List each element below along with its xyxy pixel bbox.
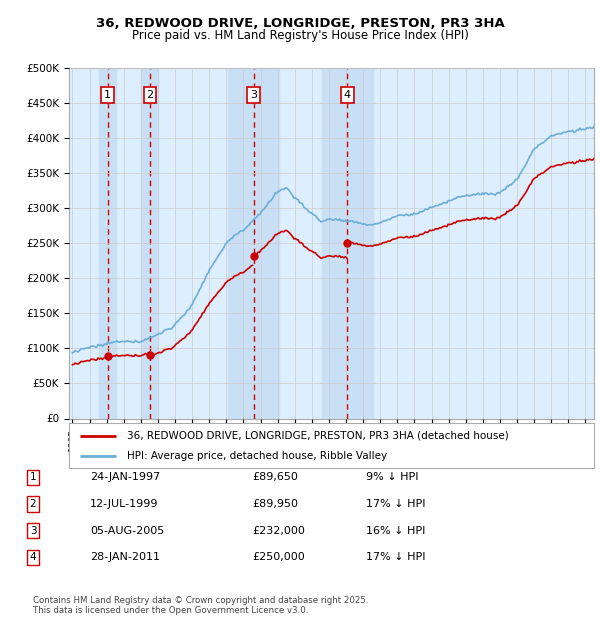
- Text: 4: 4: [29, 552, 37, 562]
- Text: 3: 3: [29, 526, 37, 536]
- Text: 16% ↓ HPI: 16% ↓ HPI: [366, 526, 425, 536]
- Text: Price paid vs. HM Land Registry's House Price Index (HPI): Price paid vs. HM Land Registry's House …: [131, 30, 469, 42]
- Text: 17% ↓ HPI: 17% ↓ HPI: [366, 552, 425, 562]
- Text: 05-AUG-2005: 05-AUG-2005: [90, 526, 164, 536]
- Bar: [99, 68, 116, 418]
- Text: 1: 1: [29, 472, 37, 482]
- Text: 28-JAN-2011: 28-JAN-2011: [90, 552, 160, 562]
- Text: 12-JUL-1999: 12-JUL-1999: [90, 499, 158, 509]
- Text: 9% ↓ HPI: 9% ↓ HPI: [366, 472, 419, 482]
- Text: 4: 4: [344, 90, 351, 100]
- Text: 24-JAN-1997: 24-JAN-1997: [90, 472, 160, 482]
- Bar: [142, 68, 158, 418]
- Text: £89,650: £89,650: [252, 472, 298, 482]
- Text: 36, REDWOOD DRIVE, LONGRIDGE, PRESTON, PR3 3HA: 36, REDWOOD DRIVE, LONGRIDGE, PRESTON, P…: [95, 17, 505, 30]
- Text: £232,000: £232,000: [252, 526, 305, 536]
- Text: 36, REDWOOD DRIVE, LONGRIDGE, PRESTON, PR3 3HA (detached house): 36, REDWOOD DRIVE, LONGRIDGE, PRESTON, P…: [127, 430, 509, 441]
- Text: 2: 2: [146, 90, 154, 100]
- Text: Contains HM Land Registry data © Crown copyright and database right 2025.
This d: Contains HM Land Registry data © Crown c…: [33, 596, 368, 615]
- Text: 17% ↓ HPI: 17% ↓ HPI: [366, 499, 425, 509]
- Text: 2: 2: [29, 499, 37, 509]
- Text: 3: 3: [250, 90, 257, 100]
- Text: £250,000: £250,000: [252, 552, 305, 562]
- Text: £89,950: £89,950: [252, 499, 298, 509]
- Text: 1: 1: [104, 90, 111, 100]
- Bar: [228, 68, 279, 418]
- Text: HPI: Average price, detached house, Ribble Valley: HPI: Average price, detached house, Ribb…: [127, 451, 387, 461]
- Bar: [322, 68, 373, 418]
